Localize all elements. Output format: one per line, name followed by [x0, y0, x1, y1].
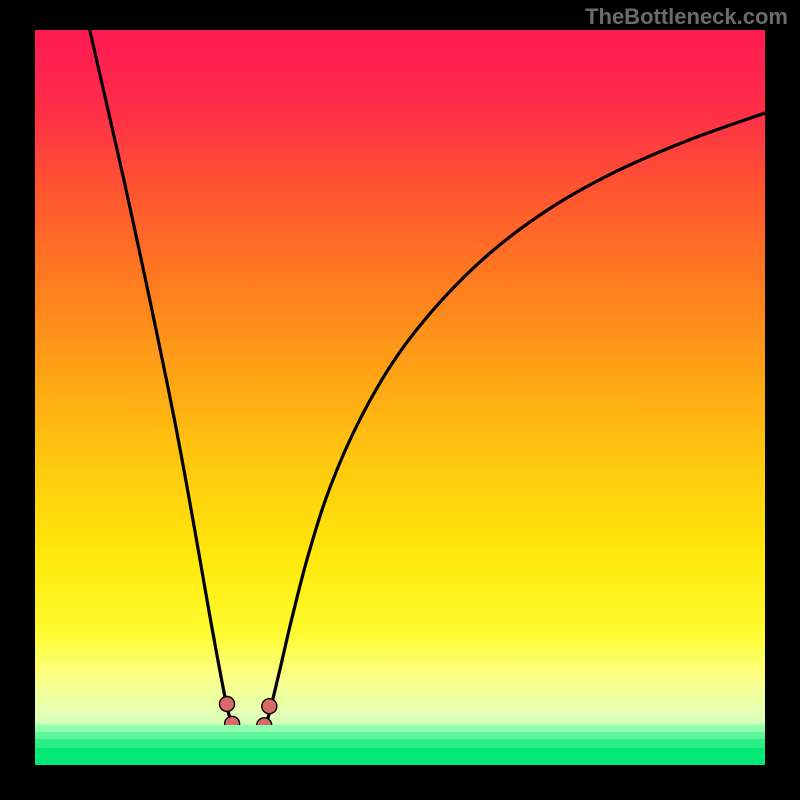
right-curve — [267, 113, 765, 721]
curve-overlay — [35, 30, 765, 765]
watermark-text: TheBottleneck.com — [585, 4, 788, 30]
green-band — [35, 732, 765, 739]
green-band — [35, 725, 765, 732]
plot-area — [35, 30, 765, 765]
data-dot — [262, 699, 277, 714]
green-band — [35, 748, 765, 765]
left-curve — [90, 30, 231, 721]
data-dot — [219, 696, 234, 711]
green-band — [35, 739, 765, 748]
